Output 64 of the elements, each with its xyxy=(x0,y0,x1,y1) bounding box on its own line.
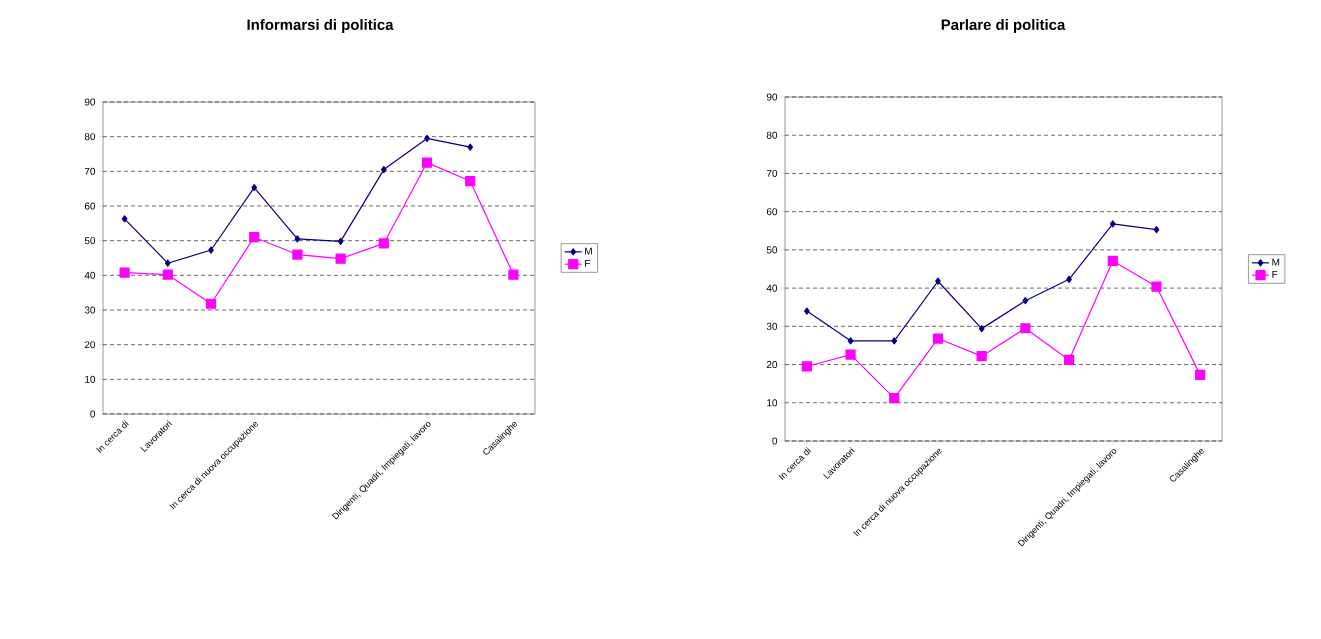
legend-label: F xyxy=(585,259,590,267)
y-tick-label: 50 xyxy=(84,237,96,245)
point xyxy=(847,337,854,345)
point xyxy=(1153,226,1160,234)
point xyxy=(121,215,128,223)
point xyxy=(249,232,260,243)
point xyxy=(294,235,301,243)
point xyxy=(976,351,987,362)
point xyxy=(1151,281,1162,292)
point xyxy=(164,259,171,267)
y-tick-label: 80 xyxy=(766,131,778,139)
point xyxy=(292,249,303,260)
point xyxy=(208,246,214,254)
point xyxy=(1107,255,1118,267)
y-tick-label: 60 xyxy=(766,208,778,216)
y-tick-label: 90 xyxy=(84,98,96,106)
point xyxy=(1195,369,1206,380)
point xyxy=(804,307,810,315)
chart-title: Informarsi di politica xyxy=(247,19,394,33)
y-tick-label: 30 xyxy=(84,306,96,314)
chart-title: Parlare di politica xyxy=(941,19,1066,33)
y-tick-label: 0 xyxy=(90,410,96,418)
point xyxy=(801,361,812,372)
legend-label: F xyxy=(1272,270,1278,278)
point xyxy=(889,393,900,404)
point xyxy=(162,269,173,280)
y-tick-label: 80 xyxy=(84,133,96,141)
y-tick-label: 90 xyxy=(766,93,778,101)
point xyxy=(335,253,346,264)
y-tick-label: 20 xyxy=(766,361,778,369)
point xyxy=(378,238,389,249)
y-tick-label: 40 xyxy=(766,284,778,292)
point xyxy=(1020,323,1031,334)
point xyxy=(935,277,941,285)
point xyxy=(424,134,430,142)
point xyxy=(1066,275,1072,283)
point xyxy=(119,267,130,278)
y-tick-label: 70 xyxy=(84,167,96,175)
y-tick-label: 0 xyxy=(772,437,778,445)
y-tick-label: 60 xyxy=(84,202,96,210)
point xyxy=(932,333,944,344)
point xyxy=(978,325,985,333)
point xyxy=(891,337,898,345)
point xyxy=(1063,354,1075,366)
point xyxy=(1109,220,1116,228)
y-tick-label: 70 xyxy=(766,169,778,177)
y-tick-label: 20 xyxy=(84,341,96,349)
y-tick-label: 10 xyxy=(767,399,778,407)
legend-label: M xyxy=(1272,258,1280,266)
point xyxy=(205,298,217,309)
y-tick-label: 50 xyxy=(766,246,778,254)
point xyxy=(337,237,344,245)
point xyxy=(1022,297,1029,305)
y-tick-label: 40 xyxy=(84,271,96,279)
point xyxy=(845,349,856,360)
y-tick-label: 10 xyxy=(85,375,96,383)
point xyxy=(251,184,258,192)
point xyxy=(421,157,433,168)
point xyxy=(465,175,476,187)
legend-label: M xyxy=(585,247,592,255)
point xyxy=(380,166,387,174)
point xyxy=(508,269,519,280)
y-tick-label: 30 xyxy=(766,322,778,330)
point xyxy=(467,143,474,151)
